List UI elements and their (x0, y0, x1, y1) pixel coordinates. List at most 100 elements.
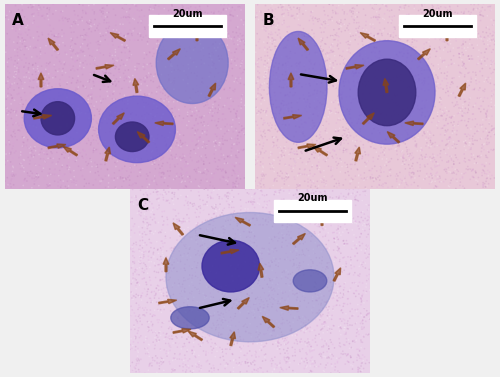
Point (244, 246, 252, 252)
Point (155, 195, 163, 201)
Point (257, 98, 265, 104)
Point (232, 35, 239, 41)
Point (477, 96, 485, 102)
Point (32, 75, 40, 81)
Point (69, 35, 77, 41)
Point (290, 92, 298, 98)
Point (112, 12, 120, 18)
Point (275, 258, 283, 264)
Point (456, 179, 464, 185)
Point (57, 124, 65, 130)
Point (200, 348, 207, 354)
Point (85, 182, 93, 188)
Point (355, 70, 363, 76)
Point (396, 33, 404, 39)
Point (326, 194, 334, 200)
Point (208, 113, 216, 119)
Point (92, 133, 100, 139)
Point (409, 23, 417, 29)
Point (156, 245, 164, 251)
Point (278, 153, 286, 159)
Point (310, 180, 318, 186)
Point (382, 137, 390, 143)
Point (305, 339, 313, 345)
Point (168, 86, 175, 92)
Point (158, 208, 166, 215)
Point (128, 182, 136, 188)
Point (314, 301, 322, 307)
Point (444, 165, 452, 171)
Point (188, 29, 196, 35)
Point (254, 17, 262, 23)
Point (378, 182, 386, 188)
Point (176, 259, 184, 265)
Point (58, 162, 66, 168)
Point (318, 21, 326, 27)
Point (294, 114, 302, 120)
Point (117, 35, 125, 41)
Point (96, 125, 104, 131)
Point (396, 169, 404, 175)
Point (26, 43, 34, 49)
Point (308, 348, 316, 354)
Point (272, 188, 280, 195)
Point (283, 348, 291, 354)
Point (31, 93, 39, 99)
Point (240, 297, 248, 303)
Point (28, 148, 36, 154)
Point (104, 79, 112, 85)
Point (31, 81, 39, 87)
Point (341, 55, 349, 61)
Point (138, 293, 145, 299)
Point (17, 29, 25, 35)
Point (434, 12, 442, 18)
Point (300, 31, 308, 37)
Point (171, 164, 179, 170)
Point (263, 222, 271, 228)
Point (346, 87, 354, 93)
Point (311, 15, 319, 21)
Point (357, 339, 365, 345)
Point (302, 328, 310, 334)
Point (190, 59, 198, 65)
Point (359, 91, 367, 97)
Point (266, 38, 274, 44)
Point (26, 104, 34, 110)
Point (490, 17, 498, 23)
Point (366, 90, 374, 97)
Point (349, 245, 357, 251)
Point (430, 46, 438, 52)
Point (240, 146, 248, 152)
Point (187, 96, 195, 102)
Point (202, 102, 209, 108)
Point (234, 132, 242, 138)
Point (186, 17, 194, 23)
Point (120, 101, 128, 107)
Point (56, 83, 64, 89)
Point (268, 336, 276, 342)
Point (460, 90, 468, 96)
Point (200, 186, 208, 192)
Point (240, 125, 248, 131)
Point (156, 104, 164, 110)
Point (11, 44, 19, 50)
Point (381, 37, 389, 43)
Point (392, 146, 400, 152)
Point (262, 110, 270, 116)
Point (66, 141, 74, 147)
Point (274, 280, 282, 286)
Point (198, 25, 205, 31)
Point (476, 68, 484, 74)
Point (362, 188, 370, 194)
Point (120, 126, 128, 132)
Point (423, 51, 431, 57)
Point (291, 151, 299, 157)
Point (201, 9, 209, 15)
Point (192, 224, 200, 230)
Point (316, 46, 324, 52)
Point (214, 118, 222, 124)
Point (238, 126, 246, 132)
Point (465, 17, 473, 23)
Point (136, 229, 144, 235)
Point (352, 333, 360, 339)
